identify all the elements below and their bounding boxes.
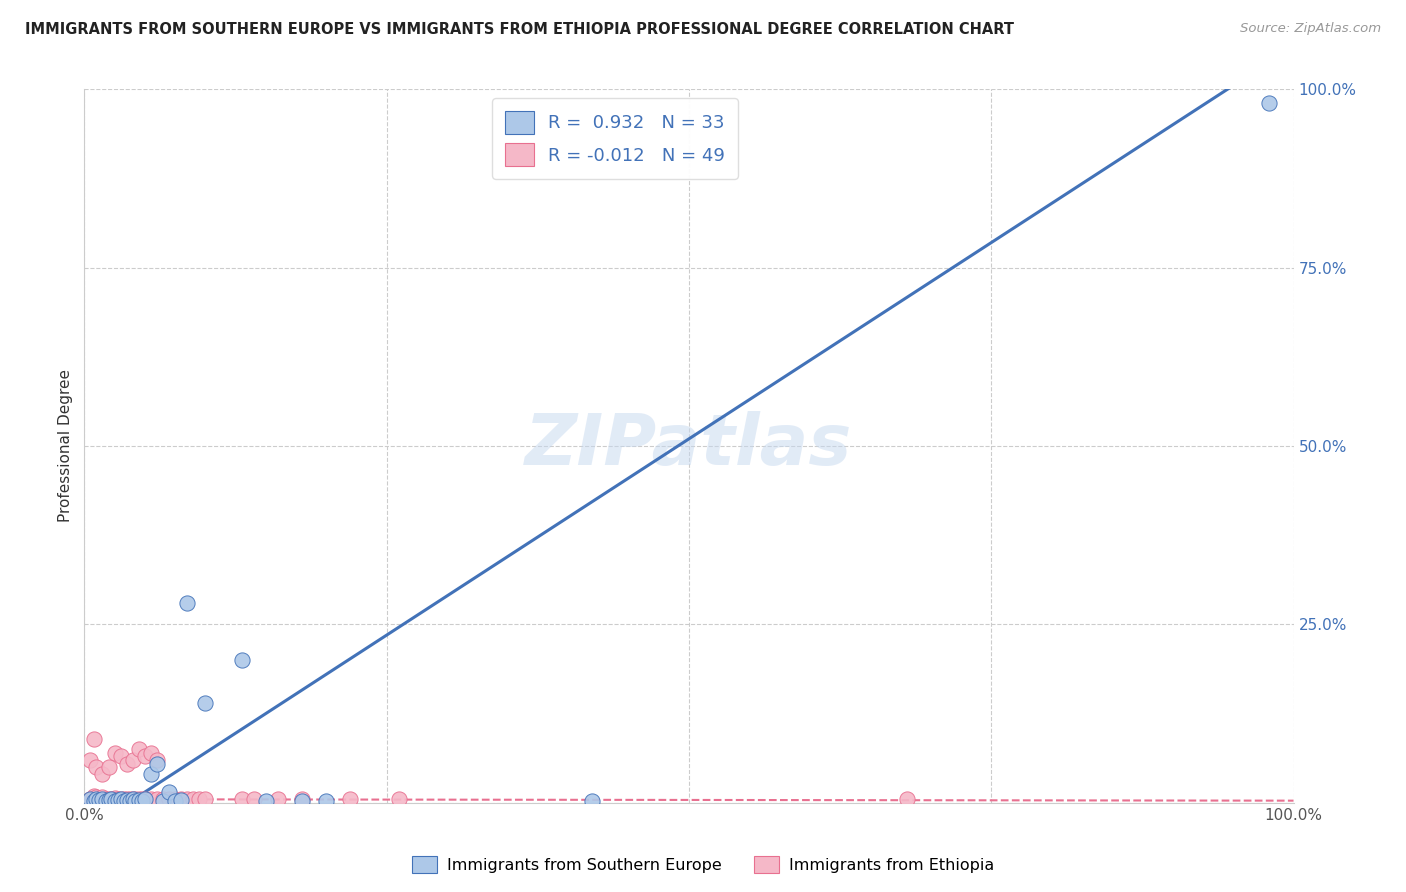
Point xyxy=(157,785,180,799)
Point xyxy=(120,794,142,808)
Point xyxy=(157,792,180,806)
Point xyxy=(91,790,114,805)
Point xyxy=(112,794,135,808)
Point xyxy=(139,767,162,781)
Point xyxy=(97,791,120,805)
Point xyxy=(100,791,122,805)
Point xyxy=(79,792,101,806)
Point xyxy=(194,696,217,710)
Point xyxy=(121,792,143,806)
Point xyxy=(110,792,132,806)
Point xyxy=(128,793,150,807)
Point xyxy=(107,793,129,807)
Point xyxy=(79,753,101,767)
Point xyxy=(188,792,211,806)
Point xyxy=(176,596,198,610)
Point xyxy=(87,793,110,807)
Text: ZIPatlas: ZIPatlas xyxy=(526,411,852,481)
Point xyxy=(115,756,138,771)
Point xyxy=(134,792,156,806)
Point xyxy=(115,793,138,807)
Text: IMMIGRANTS FROM SOUTHERN EUROPE VS IMMIGRANTS FROM ETHIOPIA PROFESSIONAL DEGREE : IMMIGRANTS FROM SOUTHERN EUROPE VS IMMIG… xyxy=(25,22,1014,37)
Point xyxy=(134,749,156,764)
Point xyxy=(91,792,114,806)
Point xyxy=(291,792,314,806)
Point xyxy=(86,790,108,805)
Point xyxy=(86,791,108,805)
Point xyxy=(388,792,411,806)
Point xyxy=(79,792,101,806)
Point xyxy=(176,792,198,806)
Point xyxy=(97,793,120,807)
Point xyxy=(115,792,138,806)
Point xyxy=(104,790,127,805)
Point xyxy=(267,792,290,806)
Point xyxy=(128,742,150,756)
Point xyxy=(83,731,105,746)
Point xyxy=(1258,96,1281,111)
Point xyxy=(87,792,110,806)
Point xyxy=(134,792,156,806)
Point xyxy=(121,792,143,806)
Point xyxy=(339,792,361,806)
Point xyxy=(110,749,132,764)
Point xyxy=(121,753,143,767)
Legend: Immigrants from Southern Europe, Immigrants from Ethiopia: Immigrants from Southern Europe, Immigra… xyxy=(405,849,1001,880)
Point xyxy=(291,794,314,808)
Point xyxy=(94,792,117,806)
Point xyxy=(100,792,122,806)
Point xyxy=(146,792,169,806)
Point xyxy=(152,792,174,806)
Point xyxy=(231,792,253,806)
Point xyxy=(104,746,127,760)
Point xyxy=(128,792,150,806)
Point xyxy=(146,753,169,767)
Point xyxy=(152,794,174,808)
Point xyxy=(124,792,146,806)
Point xyxy=(86,760,108,774)
Point xyxy=(94,794,117,808)
Point xyxy=(131,792,153,806)
Point xyxy=(146,756,169,771)
Point xyxy=(181,792,204,806)
Point xyxy=(139,792,162,806)
Point xyxy=(170,793,193,807)
Point xyxy=(170,792,193,806)
Point xyxy=(194,792,217,806)
Y-axis label: Professional Degree: Professional Degree xyxy=(58,369,73,523)
Point xyxy=(165,794,187,808)
Point xyxy=(91,767,114,781)
Point xyxy=(139,746,162,760)
Point xyxy=(315,794,337,808)
Point xyxy=(242,792,264,806)
Legend: R =  0.932   N = 33, R = -0.012   N = 49: R = 0.932 N = 33, R = -0.012 N = 49 xyxy=(492,98,738,179)
Point xyxy=(97,760,120,774)
Point xyxy=(131,794,153,808)
Point xyxy=(254,794,277,808)
Point xyxy=(120,792,142,806)
Point xyxy=(581,794,603,808)
Point xyxy=(83,789,105,803)
Point xyxy=(110,791,132,805)
Point xyxy=(83,794,105,808)
Point xyxy=(104,794,127,808)
Point xyxy=(165,792,187,806)
Text: Source: ZipAtlas.com: Source: ZipAtlas.com xyxy=(1240,22,1381,36)
Point xyxy=(231,653,253,667)
Point xyxy=(112,792,135,806)
Point xyxy=(896,792,918,806)
Point xyxy=(124,794,146,808)
Point xyxy=(107,792,129,806)
